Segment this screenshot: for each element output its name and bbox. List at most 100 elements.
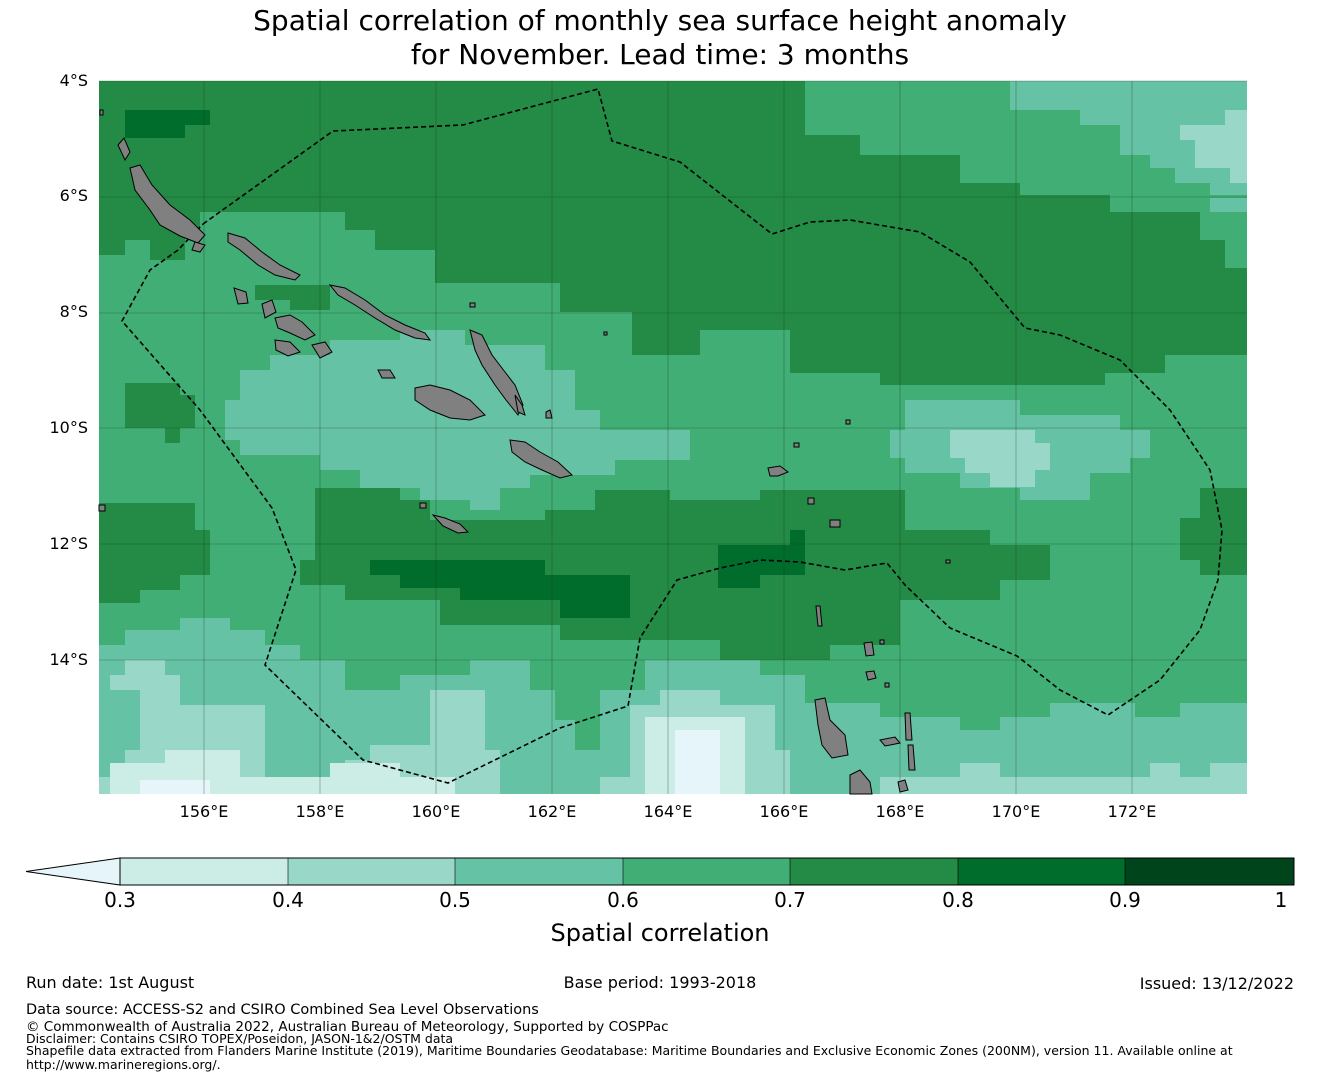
- field-region-05-06-ne: [1010, 81, 1247, 195]
- lon-tick-label: 158°E: [295, 802, 345, 821]
- field-region-05-06-central: [225, 330, 690, 510]
- lat-tick-label: 8°S: [59, 302, 88, 321]
- island-west-edge: [98, 504, 106, 512]
- island-florida: [377, 369, 396, 379]
- run-date: Run date: 1st August: [26, 973, 195, 992]
- field-region-08-09-central: [370, 560, 630, 618]
- field-region-under-03-b: [140, 780, 210, 794]
- field-region-07-08-north: [99, 81, 1247, 385]
- base-period: Base period: 1993-2018: [563, 973, 757, 992]
- lon-tick-label: 168°E: [875, 802, 925, 821]
- island-torres: [815, 605, 823, 627]
- field-region-04-05-se: [880, 763, 1247, 794]
- island-rendova: [274, 339, 301, 357]
- field-region-07-08-nw: [255, 285, 330, 310]
- colorbar-bin: [790, 858, 958, 885]
- island-ambae: [879, 736, 901, 747]
- island-vella-lavella: [233, 287, 249, 305]
- colorbar-bin: [958, 858, 1125, 885]
- colorbar-tick-label: 0.3: [104, 888, 136, 912]
- island-tikopia: [945, 559, 951, 564]
- island-mota-lava: [879, 639, 885, 645]
- land-masses: [98, 109, 951, 795]
- island-makira: [509, 439, 574, 479]
- island-vanua-lava: [863, 641, 875, 657]
- colorbar-bin: [1125, 858, 1294, 885]
- map-title-line-2: for November. Lead time: 3 months: [410, 38, 910, 71]
- colorbar-tick-label: 0.5: [439, 888, 471, 912]
- island-tinakula: [793, 442, 800, 448]
- lon-tick-label: 166°E: [759, 802, 809, 821]
- island-pentecost: [907, 744, 916, 771]
- island-nendo: [767, 465, 790, 477]
- eez-boundary-solomon-islands: [121, 88, 1223, 784]
- copyright-notice: © Commonwealth of Australia 2022, Austra…: [26, 1019, 669, 1035]
- colorbar-tick-label: 0.6: [607, 888, 639, 912]
- colorbar-bin: [455, 858, 623, 885]
- island-ulawa: [545, 409, 553, 419]
- issued-date: Issued: 13/12/2022: [1139, 974, 1294, 993]
- lon-tick-label: 172°E: [1107, 802, 1157, 821]
- colorbar-tick-label: 0.4: [272, 888, 304, 912]
- island-bellona: [419, 502, 427, 509]
- eez-boundaries: [121, 88, 1223, 784]
- colorbar-label: Spatial correlation: [550, 919, 770, 947]
- shapefile-credit: Shapefile data extracted from Flanders M…: [26, 1043, 1233, 1058]
- island-shortland: [191, 241, 206, 253]
- source-url[interactable]: http://www.marineregions.org/.: [26, 1057, 221, 1072]
- colorbar-bin: [288, 858, 455, 885]
- lon-tick-label: 160°E: [411, 802, 461, 821]
- colorbar-tick-label: 0.8: [942, 888, 974, 912]
- island-vanikoro: [829, 519, 841, 528]
- correlation-field: [99, 81, 1247, 794]
- island-rennell: [431, 514, 470, 534]
- map-title-line-1: Spatial correlation of monthly sea surfa…: [253, 4, 1067, 37]
- island-buka: [117, 137, 131, 162]
- island-malekula: [849, 769, 873, 795]
- field-region-under-03-a: [675, 730, 720, 794]
- lat-tick-label: 6°S: [59, 186, 88, 205]
- lat-tick-label: 10°S: [49, 418, 88, 437]
- field-region-04-05-ne: [1180, 110, 1247, 183]
- island-small-malaita: [514, 394, 526, 416]
- island-nukumanu: [99, 109, 104, 116]
- lon-tick-label: 156°E: [179, 802, 229, 821]
- island-duff: [845, 419, 851, 425]
- island-utupua: [807, 497, 815, 505]
- lon-tick-label: 164°E: [643, 802, 693, 821]
- field-region-07-08-band: [300, 488, 1050, 660]
- island-kolombangara: [261, 299, 277, 319]
- colorbar-extend-under: [25, 857, 121, 886]
- colorbar: [25, 857, 1295, 886]
- colorbar-tick-label: 0.9: [1109, 888, 1141, 912]
- field-region-08-09-east: [718, 530, 805, 588]
- island-ambrym: [897, 779, 909, 793]
- island-espiritu-santo: [814, 697, 849, 759]
- island-gaua: [865, 670, 877, 681]
- field-region-08-09-north: [125, 110, 210, 138]
- lat-tick-label: 14°S: [49, 650, 88, 669]
- field-region-04-05-east: [950, 430, 1050, 487]
- island-new-georgia: [274, 314, 316, 341]
- island-merelava: [884, 682, 890, 688]
- data-source: Data source: ACCESS-S2 and CSIRO Combine…: [26, 1002, 539, 1018]
- island-bougainville: [129, 164, 206, 244]
- island-maewo: [904, 712, 913, 741]
- lat-tick-label: 4°S: [59, 71, 88, 90]
- field-region-07-08-west: [99, 503, 210, 603]
- colorbar-tick-label: 0.7: [774, 888, 806, 912]
- island-vangunu: [311, 341, 333, 359]
- field-region-05-06-far-ne: [1210, 198, 1247, 212]
- field-region-07-08-east: [1180, 488, 1247, 575]
- island-ontong-java: [469, 302, 476, 308]
- colorbar-outline: [119, 857, 1295, 886]
- island-guadalcanal: [414, 384, 486, 421]
- lon-tick-label: 162°E: [527, 802, 577, 821]
- gridlines: [99, 80, 1247, 794]
- island-sikaiana: [603, 331, 608, 336]
- island-choiseul: [227, 232, 301, 281]
- colorbar-bin: [120, 858, 288, 885]
- lon-tick-label: 170°E: [991, 802, 1041, 821]
- island-santa-isabel: [328, 284, 432, 341]
